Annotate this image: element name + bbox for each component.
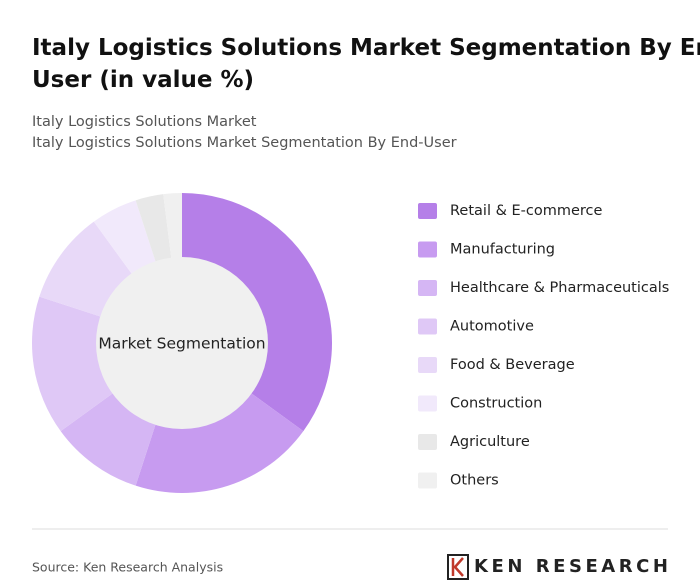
donut-hole [96,257,268,429]
subtitle: Italy Logistics Solutions Market [32,114,257,130]
legend-swatch [418,395,437,412]
legend-swatch [418,357,437,373]
legend-swatch [418,318,437,335]
legend-swatch [418,280,437,296]
subtitle: Italy Logistics Solutions Market Segment… [32,135,457,151]
logo-icon [451,557,464,577]
brand: KEN RESEARCH [474,556,668,577]
legend-label: Others [450,473,499,489]
legend: Retail & E-commerce Manufacturing Healthca… [418,203,669,489]
legend-label: Healthcare & Pharmaceuticals [450,280,669,296]
legend-swatch [418,241,437,258]
center-label: Market Segmentation [98,335,265,353]
source: Source: Ken Research Analysis [32,560,223,575]
legend-swatch [418,434,437,450]
legend-label: Construction [450,396,542,412]
legend-label: Agriculture [450,434,530,450]
legend-swatch [418,472,437,489]
chart-title: Italy Logistics Solutions Market Segment… [32,35,700,93]
legend-swatch [418,203,437,219]
legend-label: Automotive [450,319,534,335]
legend-label: Retail & E-commerce [450,203,603,219]
logo-icon [447,554,469,580]
legend-label: Manufacturing [450,242,555,258]
legend-label: Food & Beverage [450,357,575,373]
